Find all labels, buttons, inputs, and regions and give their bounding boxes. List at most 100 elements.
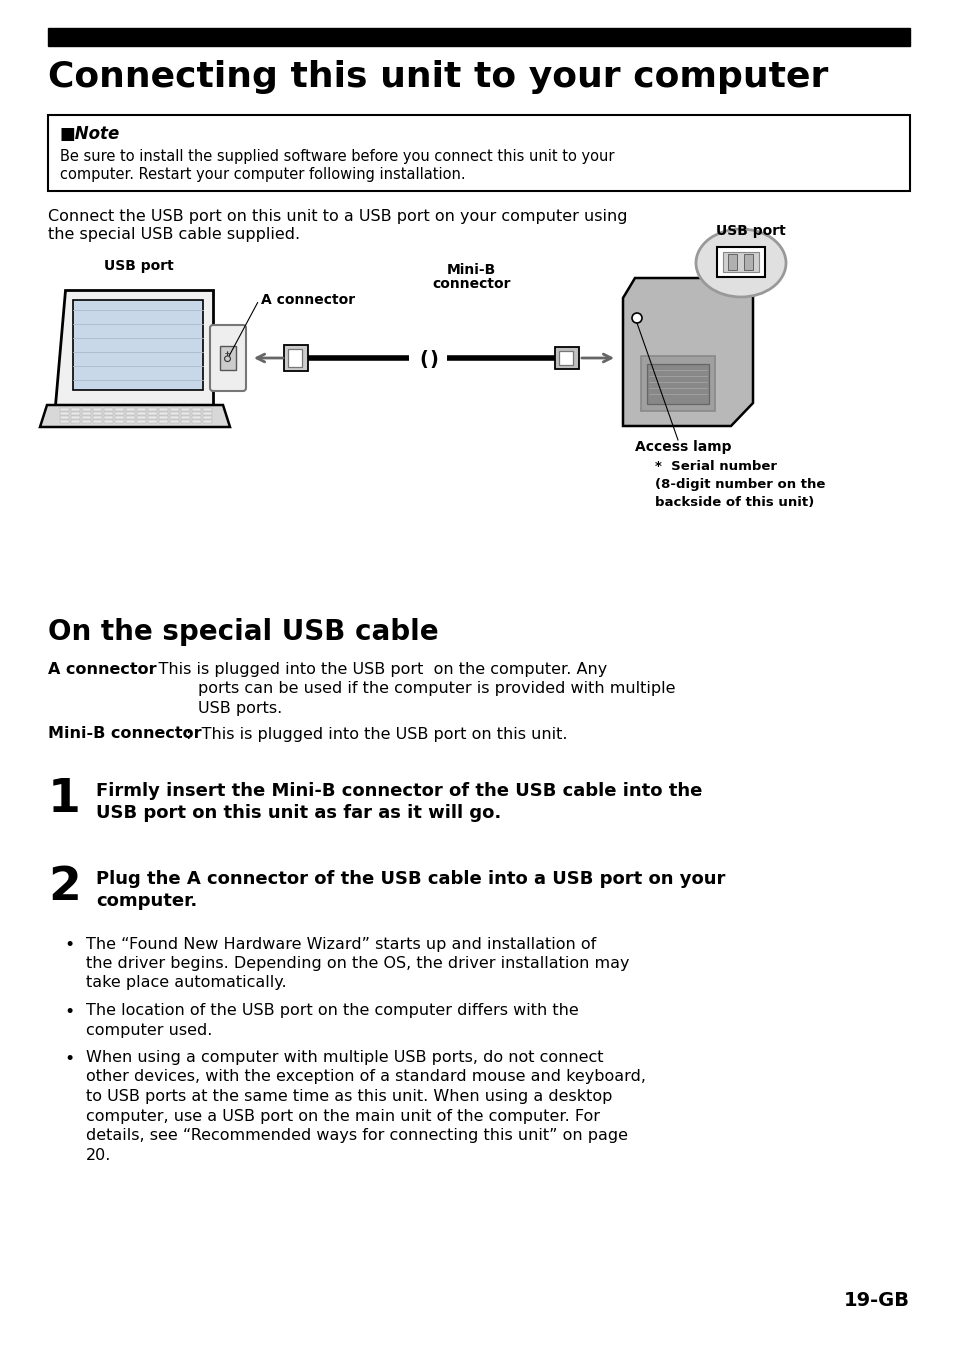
Bar [170, 420, 179, 422]
Bar [192, 420, 201, 422]
Bar [203, 416, 212, 420]
Bar [181, 416, 190, 420]
Text: USB port: USB port [104, 260, 173, 273]
Bar [181, 412, 190, 416]
Bar [60, 420, 69, 422]
Bar [115, 412, 124, 416]
FancyBboxPatch shape [48, 116, 909, 191]
Text: computer.: computer. [96, 892, 197, 909]
Bar [71, 408, 80, 412]
Text: Mini-B: Mini-B [446, 264, 496, 277]
Bar [181, 420, 190, 422]
Text: (8-digit number on the: (8-digit number on the [655, 477, 824, 491]
Text: Firmly insert the Mini-B connector of the USB cable into the: Firmly insert the Mini-B connector of th… [96, 781, 701, 799]
Text: The “Found New Hardware Wizard” starts up and installation of: The “Found New Hardware Wizard” starts u… [86, 936, 596, 951]
Text: USB port: USB port [716, 225, 785, 238]
Bar [137, 420, 146, 422]
Text: When using a computer with multiple USB ports, do not connect: When using a computer with multiple USB … [86, 1050, 603, 1065]
Bar [192, 416, 201, 420]
Text: Plug the A connector of the USB cable into a USB port on your: Plug the A connector of the USB cable in… [96, 869, 724, 888]
Text: ■Note: ■Note [60, 125, 120, 143]
Text: •: • [64, 1050, 74, 1068]
Text: connector: connector [432, 277, 510, 291]
Text: *  Serial number: * Serial number [655, 460, 776, 473]
Bar [727, 254, 737, 270]
FancyBboxPatch shape [210, 325, 246, 391]
Bar [60, 412, 69, 416]
Bar [137, 412, 146, 416]
Bar [104, 420, 112, 422]
Text: A connector: A connector [261, 293, 355, 307]
Bar [288, 348, 302, 367]
Bar [92, 408, 102, 412]
Bar [104, 412, 112, 416]
Bar [60, 416, 69, 420]
Bar [203, 408, 212, 412]
Bar [192, 412, 201, 416]
Text: 20.: 20. [86, 1147, 112, 1162]
Bar [60, 408, 69, 412]
Text: computer. Restart your computer following installation.: computer. Restart your computer followin… [60, 167, 465, 182]
Bar [92, 416, 102, 420]
Bar [92, 420, 102, 422]
Bar [115, 416, 124, 420]
Text: ports can be used if the computer is provided with multiple: ports can be used if the computer is pro… [198, 682, 675, 697]
Bar [92, 412, 102, 416]
Bar [181, 408, 190, 412]
Bar [137, 416, 146, 420]
Bar [170, 416, 179, 420]
Bar [71, 416, 80, 420]
Text: Mini-B connector: Mini-B connector [48, 726, 201, 741]
Text: 19-GB: 19-GB [843, 1291, 909, 1310]
Bar [148, 412, 157, 416]
Bar [203, 412, 212, 416]
Text: : This is plugged into the USB port  on the computer. Any: : This is plugged into the USB port on t… [148, 662, 607, 677]
Bar [170, 412, 179, 416]
Text: other devices, with the exception of a standard mouse and keyboard,: other devices, with the exception of a s… [86, 1069, 645, 1084]
Bar [82, 416, 91, 420]
Text: :  This is plugged into the USB port on this unit.: : This is plugged into the USB port on t… [186, 726, 567, 741]
Text: (: ( [418, 350, 428, 369]
Text: •: • [64, 1003, 74, 1021]
Bar [558, 351, 573, 364]
Bar [48, 28, 909, 46]
Bar [203, 420, 212, 422]
Bar [104, 408, 112, 412]
Text: Connecting this unit to your computer: Connecting this unit to your computer [48, 61, 827, 94]
Text: 1: 1 [48, 776, 81, 822]
Bar [743, 254, 752, 270]
Bar [126, 420, 135, 422]
Text: On the special USB cable: On the special USB cable [48, 617, 438, 646]
Polygon shape [55, 291, 213, 405]
Text: details, see “Recommended ways for connecting this unit” on page: details, see “Recommended ways for conne… [86, 1128, 627, 1143]
Text: 2: 2 [48, 865, 81, 909]
Bar [722, 252, 759, 272]
Circle shape [631, 313, 641, 323]
Text: backside of this unit): backside of this unit) [655, 496, 814, 508]
Bar [126, 412, 135, 416]
Bar [115, 420, 124, 422]
Bar [71, 412, 80, 416]
Text: •: • [64, 936, 74, 955]
Bar [115, 408, 124, 412]
Bar [137, 408, 146, 412]
Bar [159, 416, 168, 420]
Ellipse shape [696, 229, 785, 297]
Bar [73, 300, 203, 390]
Bar [82, 408, 91, 412]
Bar [159, 420, 168, 422]
Bar [148, 420, 157, 422]
Text: computer, use a USB port on the main unit of the computer. For: computer, use a USB port on the main uni… [86, 1108, 599, 1123]
Text: the driver begins. Depending on the OS, the driver installation may: the driver begins. Depending on the OS, … [86, 956, 629, 971]
Bar [284, 346, 308, 371]
Bar [148, 408, 157, 412]
Bar [71, 420, 80, 422]
Bar [159, 412, 168, 416]
Text: USB port on this unit as far as it will go.: USB port on this unit as far as it will … [96, 803, 500, 822]
Text: Access lamp: Access lamp [634, 440, 731, 455]
Text: Be sure to install the supplied software before you connect this unit to your: Be sure to install the supplied software… [60, 149, 614, 164]
Bar [640, 356, 714, 412]
Bar [555, 347, 578, 369]
Bar [646, 364, 708, 403]
Bar [159, 408, 168, 412]
